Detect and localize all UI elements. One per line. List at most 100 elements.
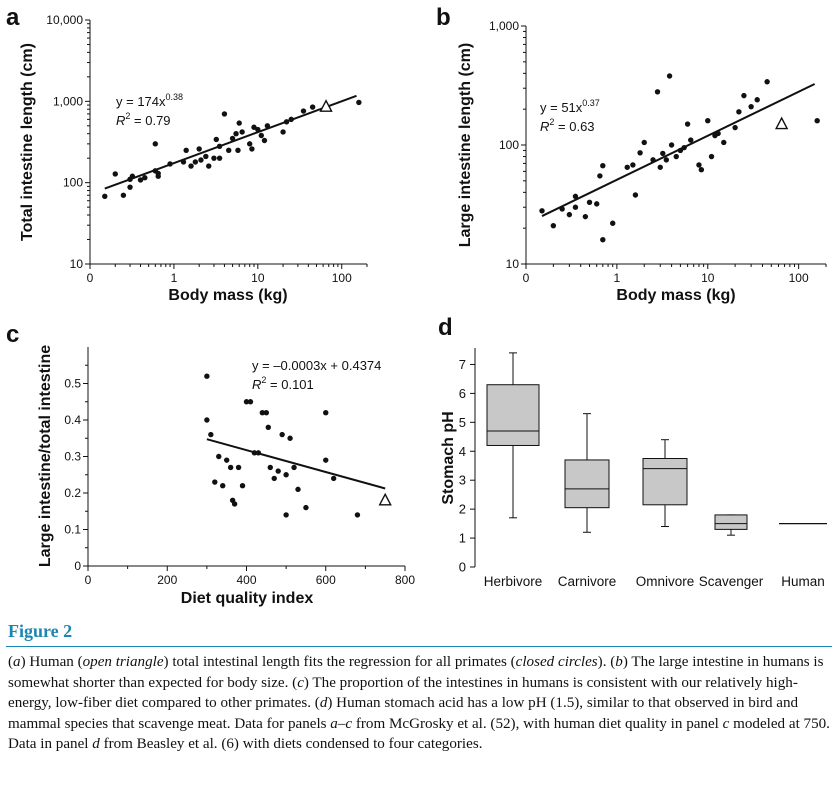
data-point bbox=[303, 504, 309, 511]
data-point bbox=[265, 424, 271, 430]
data-point bbox=[271, 475, 277, 482]
data-point bbox=[657, 164, 663, 170]
caption-run: ) The large intestine in humans is somew… bbox=[8, 654, 824, 691]
caption-run: ). ( bbox=[597, 654, 616, 670]
regression-equation: y = 174x0.38 bbox=[116, 92, 183, 109]
data-point bbox=[167, 161, 173, 167]
x-tick-label: 100 bbox=[789, 271, 809, 285]
data-point bbox=[216, 155, 223, 161]
x-tick-label: 200 bbox=[157, 573, 177, 587]
y-tick-label: 0.2 bbox=[64, 486, 81, 500]
y-tick-label: 3 bbox=[459, 473, 466, 488]
y-tick-label: 1,000 bbox=[489, 19, 519, 33]
data-point bbox=[204, 417, 210, 423]
caption-run: ) Human stomach acid has a low pH (1.5),… bbox=[8, 695, 799, 732]
data-point bbox=[264, 123, 271, 129]
r-squared-label: R2 = 0.101 bbox=[252, 375, 314, 392]
data-point bbox=[654, 89, 661, 95]
y-tick-label: 10,000 bbox=[46, 13, 83, 27]
caption-block: Figure 2 (a) Human (open triangle) total… bbox=[6, 621, 832, 755]
human-triangle-marker bbox=[319, 99, 333, 112]
data-point bbox=[582, 213, 589, 220]
panel-letter-a: a bbox=[6, 4, 20, 31]
y-tick-label: 10 bbox=[506, 257, 520, 271]
y-tick-label: 1 bbox=[459, 531, 466, 546]
data-point bbox=[586, 199, 593, 205]
data-point bbox=[300, 108, 307, 114]
data-point bbox=[223, 457, 230, 463]
data-point bbox=[261, 137, 268, 144]
y-tick-label: 100 bbox=[63, 176, 83, 190]
data-point bbox=[291, 464, 297, 471]
data-point bbox=[624, 164, 630, 170]
panel-c: c 0 0.1 0.2 0.3 0.4 0.5 0 200 400 600 800 Diet quali… bbox=[6, 321, 415, 607]
data-point bbox=[211, 155, 217, 161]
data-point bbox=[741, 92, 747, 99]
box-iqr bbox=[486, 384, 540, 446]
data-point bbox=[227, 464, 234, 471]
data-point bbox=[356, 99, 362, 106]
data-point bbox=[102, 193, 108, 199]
y-tick-label: 2 bbox=[459, 502, 466, 517]
regression-equation: y = –0.0003x + 0.4374 bbox=[252, 358, 381, 373]
y-tick-label: 0.1 bbox=[64, 523, 81, 537]
category-label: Carnivore bbox=[558, 574, 617, 589]
x-tick-label: 100 bbox=[332, 271, 352, 285]
data-point bbox=[673, 153, 679, 160]
data-point bbox=[192, 159, 199, 165]
data-point bbox=[198, 157, 204, 163]
data-point bbox=[330, 475, 337, 482]
panel-d: d 0 1 2 3 4 5 6 7 Stomach pH Herbivore Carnivore Omn… bbox=[438, 314, 827, 589]
y-tick-label: 4 bbox=[459, 444, 466, 459]
data-point bbox=[229, 135, 236, 142]
x-tick-label: 10 bbox=[701, 271, 715, 285]
data-point bbox=[243, 399, 250, 405]
caption-italic-run: closed circles bbox=[515, 654, 598, 670]
data-point bbox=[748, 103, 754, 110]
data-point bbox=[216, 453, 222, 460]
data-point bbox=[668, 142, 675, 148]
data-point bbox=[630, 162, 636, 168]
data-point bbox=[155, 173, 161, 179]
data-point bbox=[246, 141, 253, 147]
data-point bbox=[637, 150, 643, 156]
data-point bbox=[220, 483, 226, 489]
data-point bbox=[736, 109, 742, 115]
caption-italic-run: d bbox=[92, 736, 100, 752]
y-tick-label: 10 bbox=[70, 257, 84, 271]
category-label: Herbivore bbox=[484, 574, 543, 589]
x-tick-label: 1 bbox=[171, 271, 178, 285]
x-tick-label: 0 bbox=[523, 271, 530, 285]
data-point bbox=[127, 184, 133, 190]
data-point bbox=[666, 73, 673, 79]
data-point bbox=[208, 431, 214, 438]
data-point bbox=[152, 141, 158, 147]
data-point bbox=[196, 146, 202, 152]
data-point bbox=[216, 143, 223, 149]
panel-b: b 10 100 1,000 0 1 10 100 Body mass (kg) Large in… bbox=[436, 4, 827, 304]
data-point bbox=[696, 162, 702, 168]
data-point bbox=[597, 173, 603, 179]
caption-run: from McGrosky et al. (52), with human di… bbox=[352, 715, 723, 732]
box-iqr bbox=[642, 458, 688, 506]
regression-line bbox=[104, 94, 357, 190]
y-tick-label: 1,000 bbox=[53, 94, 83, 108]
data-point bbox=[233, 130, 239, 137]
data-point bbox=[235, 464, 242, 471]
x-tick-label: 800 bbox=[395, 573, 415, 587]
data-point bbox=[247, 399, 254, 405]
data-point bbox=[204, 373, 210, 379]
data-point bbox=[279, 431, 285, 438]
data-point bbox=[688, 137, 694, 143]
data-point bbox=[288, 116, 294, 123]
data-point bbox=[559, 206, 565, 212]
y-tick-label: 0.3 bbox=[64, 450, 81, 464]
regression-line bbox=[206, 438, 386, 490]
data-point bbox=[814, 118, 820, 124]
box-iqr bbox=[564, 459, 610, 509]
x-tick-label: 0 bbox=[87, 271, 94, 285]
data-point bbox=[188, 163, 194, 169]
data-point bbox=[251, 450, 258, 456]
caption-run: from Beasley et al. (6) with diets conde… bbox=[99, 736, 483, 752]
x-tick-label: 600 bbox=[316, 573, 336, 587]
